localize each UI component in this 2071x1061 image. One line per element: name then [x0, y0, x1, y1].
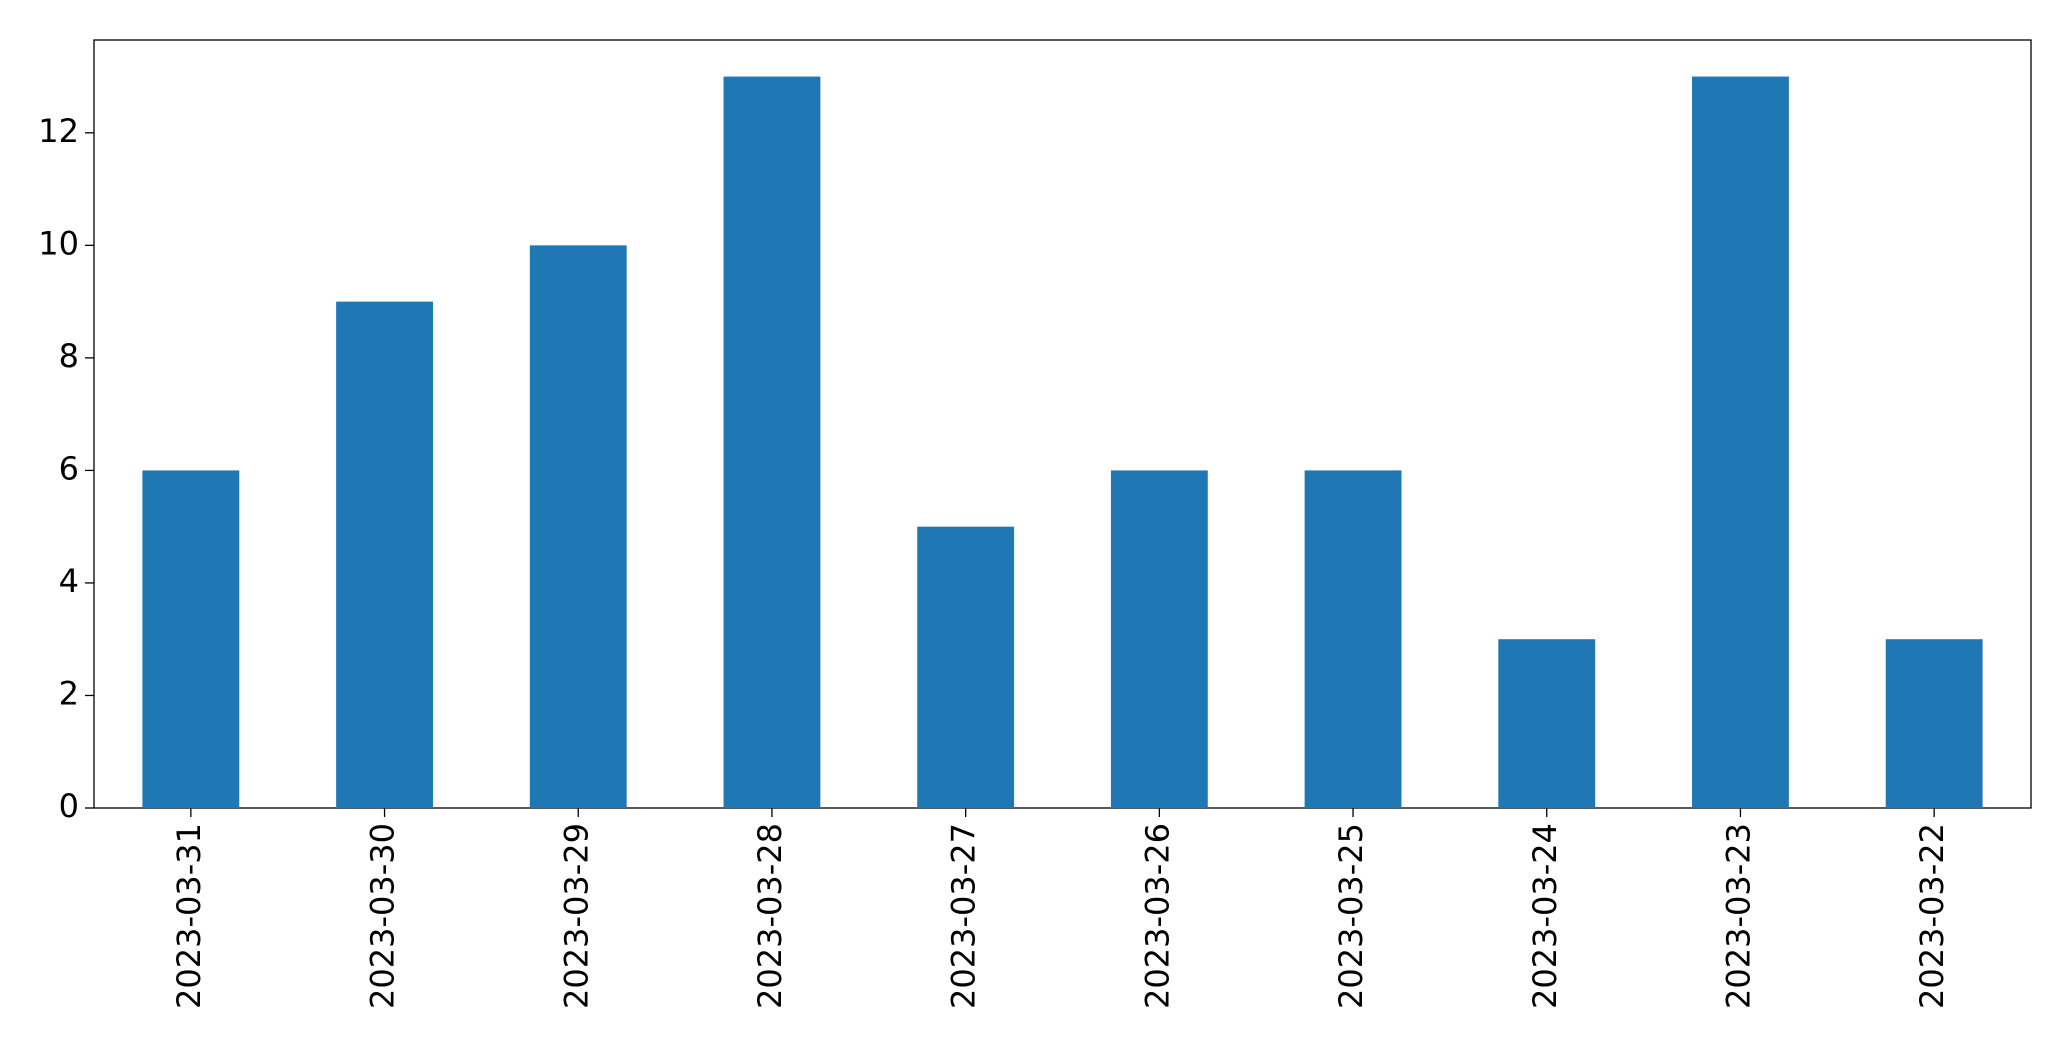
bar: [529, 245, 627, 808]
y-tick-label: 6: [59, 449, 79, 487]
x-tick-label: 2023-03-30: [364, 823, 402, 1009]
bar: [1692, 76, 1789, 809]
bar: [917, 526, 1015, 808]
x-tick-label: 2023-03-25: [1332, 823, 1370, 1009]
x-tick-label: 2023-03-29: [557, 823, 595, 1009]
bar: [1110, 470, 1208, 808]
x-tick-label: 2023-03-31: [170, 823, 208, 1009]
bar: [336, 301, 433, 808]
bar: [723, 76, 821, 809]
x-tick-label: 2023-03-24: [1526, 823, 1564, 1009]
y-tick-label: 10: [38, 224, 79, 262]
y-tick-label: 0: [59, 787, 79, 825]
x-tick-label: 2023-03-27: [945, 823, 983, 1009]
y-tick-label: 4: [59, 562, 79, 600]
x-tick-label: 2023-03-23: [1719, 823, 1757, 1009]
bar: [1304, 470, 1402, 808]
bar: [1498, 639, 1596, 808]
y-tick-label: 12: [38, 112, 79, 150]
y-tick-label: 2: [59, 674, 79, 712]
bar: [142, 470, 240, 808]
bar: [1885, 639, 1983, 808]
plot-frame: [93, 39, 2032, 809]
x-tick-label: 2023-03-26: [1138, 823, 1176, 1009]
x-tick-label: 2023-03-28: [751, 823, 789, 1009]
x-tick-label: 2023-03-22: [1913, 823, 1951, 1009]
y-tick-label: 8: [59, 337, 79, 375]
